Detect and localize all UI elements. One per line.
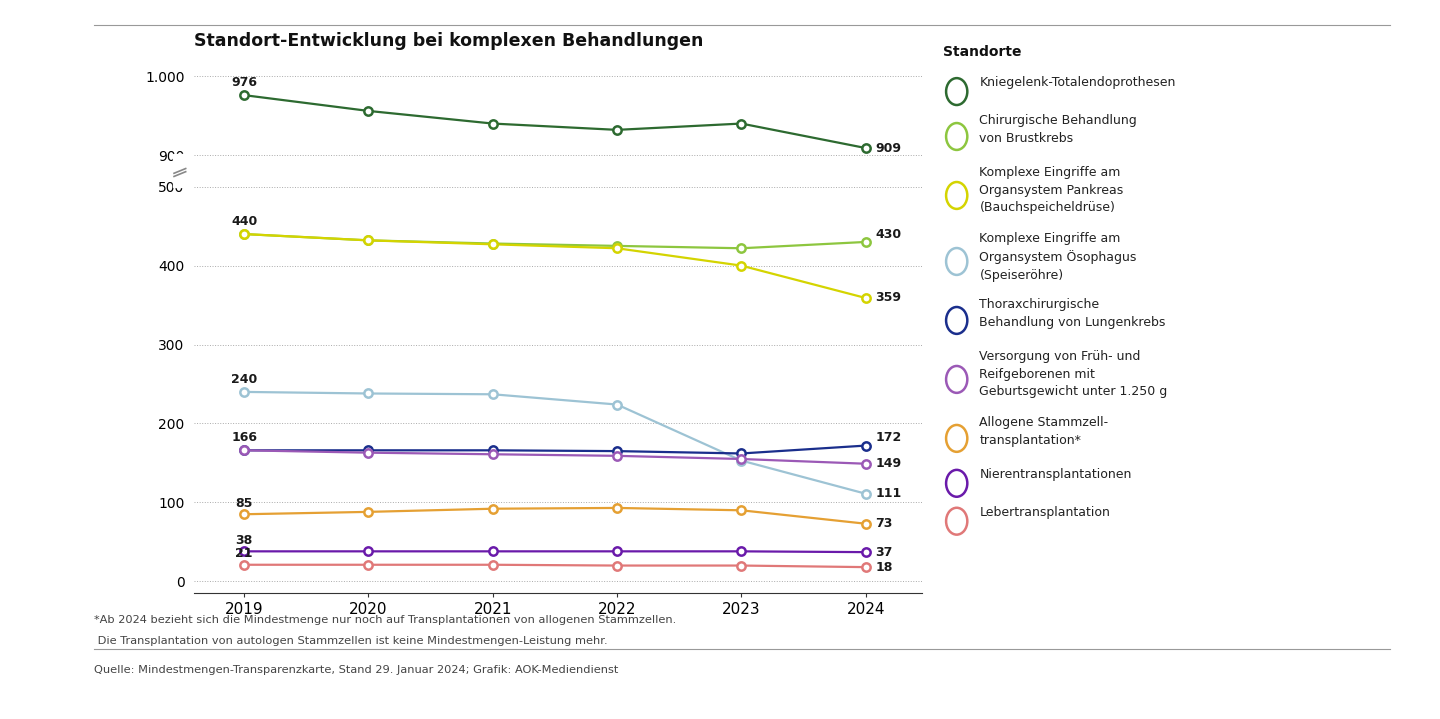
Circle shape: [946, 123, 968, 150]
Text: Chirurgische Behandlung
von Brustkrebs: Chirurgische Behandlung von Brustkrebs: [979, 114, 1138, 145]
Text: 172: 172: [876, 431, 901, 444]
Text: *Ab 2024 bezieht sich die Mindestmenge nur noch auf Transplantationen von alloge: *Ab 2024 bezieht sich die Mindestmenge n…: [94, 615, 675, 625]
Text: Komplexe Eingriffe am
Organsystem Ösophagus
(Speiseröhre): Komplexe Eingriffe am Organsystem Ösopha…: [979, 232, 1136, 282]
Text: 85: 85: [235, 497, 253, 510]
Text: 976: 976: [232, 75, 258, 89]
Text: 430: 430: [876, 227, 901, 241]
Text: Komplexe Eingriffe am
Organsystem Pankreas
(Bauchspeicheldrüse): Komplexe Eingriffe am Organsystem Pankre…: [979, 166, 1123, 214]
Circle shape: [946, 307, 968, 334]
Text: 37: 37: [876, 546, 893, 559]
Circle shape: [946, 182, 968, 209]
Text: Versorgung von Früh- und
Reifgeborenen mit
Geburtsgewicht unter 1.250 g: Versorgung von Früh- und Reifgeborenen m…: [979, 350, 1168, 398]
Text: 73: 73: [876, 517, 893, 530]
Text: 359: 359: [876, 291, 901, 304]
Text: Kniegelenk-Totalendoprothesen: Kniegelenk-Totalendoprothesen: [979, 76, 1175, 89]
Text: 38: 38: [236, 533, 253, 546]
Circle shape: [946, 470, 968, 497]
Text: 149: 149: [876, 457, 901, 470]
Text: Nierentransplantationen: Nierentransplantationen: [979, 468, 1132, 481]
Circle shape: [946, 508, 968, 535]
Text: Die Transplantation von autologen Stammzellen ist keine Mindestmengen-Leistung m: Die Transplantation von autologen Stammz…: [94, 636, 608, 646]
Text: Allogene Stammzell-
transplantation*: Allogene Stammzell- transplantation*: [979, 416, 1109, 446]
Bar: [173, 155, 190, 188]
Circle shape: [946, 366, 968, 393]
Text: 240: 240: [230, 372, 258, 385]
Circle shape: [946, 425, 968, 452]
Text: Quelle: Mindestmengen-Transparenzkarte, Stand 29. Januar 2024; Grafik: AOK-Medie: Quelle: Mindestmengen-Transparenzkarte, …: [94, 665, 618, 675]
Circle shape: [946, 248, 968, 275]
Circle shape: [946, 78, 968, 105]
Text: 166: 166: [232, 431, 258, 444]
Text: 909: 909: [876, 142, 901, 155]
Text: Thoraxchirurgische
Behandlung von Lungenkrebs: Thoraxchirurgische Behandlung von Lungen…: [979, 298, 1166, 329]
Text: 18: 18: [876, 561, 893, 574]
Text: 440: 440: [230, 215, 258, 228]
Text: Lebertransplantation: Lebertransplantation: [979, 506, 1110, 519]
Text: Standorte: Standorte: [943, 45, 1022, 59]
Text: 21: 21: [235, 547, 253, 560]
Text: 111: 111: [876, 487, 901, 500]
Text: Standort-Entwicklung bei komplexen Behandlungen: Standort-Entwicklung bei komplexen Behan…: [194, 32, 704, 50]
